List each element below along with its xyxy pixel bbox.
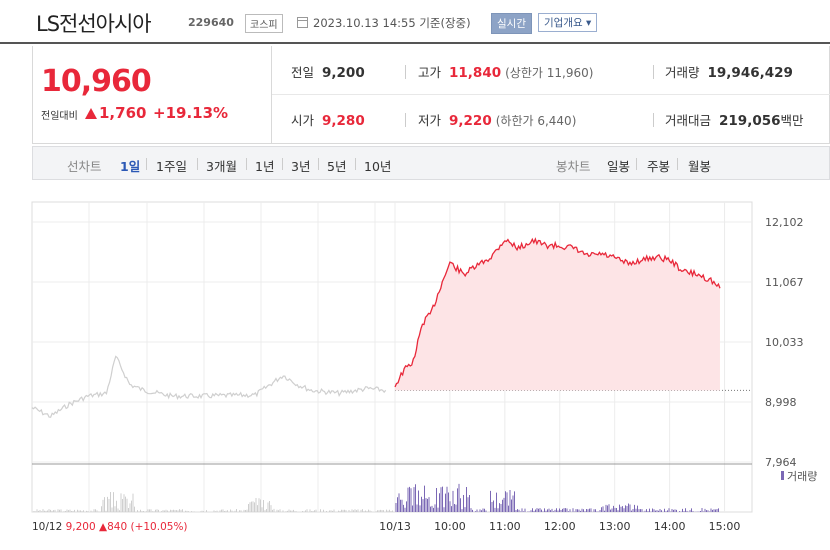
prev-day-change: 840 [107, 521, 130, 533]
today-price-area [395, 239, 720, 391]
stock-header: LS전선아시아 229640 코스피 2023.10.13 14:55 기준(장… [0, 0, 830, 44]
volume-cell: 거래량 19,946,429 [665, 62, 793, 81]
period-tab-1w[interactable]: 1주일 [156, 159, 187, 174]
period-bar: 선차트 1일 1주일 3개월 1년 3년 5년 10년 봉차트 일봉 주봉 월봉 [32, 146, 830, 180]
volume-legend-swatch [781, 471, 784, 480]
change-amount: 1,760 [99, 104, 147, 122]
period-separator [146, 158, 147, 170]
stock-code: 229640 [188, 16, 234, 29]
summary-divider [271, 46, 272, 143]
y-tick-label: 10,033 [765, 336, 804, 349]
volume-legend-label: 거래량 [787, 470, 817, 483]
prev-day-summary: 10/12 9,200 ▲840 (+10.05%) [32, 521, 188, 533]
high-value: 11,840 [449, 65, 502, 81]
low-cell: 저가 9,220 (하한가 6,440) [418, 110, 576, 129]
period-tab-10y[interactable]: 10년 [364, 159, 392, 174]
upper-limit: (상한가 11,960) [505, 66, 594, 80]
stock-name: LS전선아시아 [36, 12, 152, 36]
calendar-icon [297, 17, 308, 28]
x-tick-label: 12:00 [544, 520, 576, 533]
volume-label: 거래량 [665, 65, 700, 80]
trade-value-label: 거래대금 [665, 113, 712, 128]
market-badge: 코스피 [245, 14, 283, 33]
cell-separator [653, 113, 654, 127]
cell-separator [653, 65, 654, 79]
y-tick-label: 7,964 [765, 456, 797, 469]
trade-value-unit: 백만 [780, 113, 804, 128]
x-tick-label: 11:00 [489, 520, 521, 533]
x-tick-label: 10:00 [434, 520, 466, 533]
period-separator [246, 158, 247, 170]
y-tick-label: 12,102 [765, 216, 804, 229]
summary-row-divider [272, 94, 830, 95]
high-cell: 고가 11,840 (상한가 11,960) [418, 62, 593, 81]
period-separator [282, 158, 283, 170]
prev-day-change-pct: (+10.05%) [130, 521, 187, 533]
y-tick-label: 8,998 [765, 396, 797, 409]
datetime: 2023.10.13 14:55 [313, 16, 416, 30]
open-value: 9,280 [322, 113, 365, 129]
low-label: 저가 [418, 113, 442, 128]
period-separator [197, 158, 198, 170]
cell-separator [405, 65, 406, 79]
current-price: 10,960 [41, 64, 152, 99]
period-tab-1d[interactable]: 1일 [120, 159, 141, 174]
trade-value: 219,056 [719, 113, 781, 129]
prev-day-date: 10/12 [32, 521, 66, 533]
up-triangle-icon [85, 108, 97, 119]
candle-chart-label: 봉차트 [556, 159, 591, 174]
period-tab-1y[interactable]: 1년 [255, 159, 275, 174]
lower-limit: (하한가 6,440) [495, 114, 577, 128]
volume-value: 19,946,429 [707, 65, 793, 81]
period-separator [318, 158, 319, 170]
y-tick-label: 11,067 [765, 276, 804, 289]
x-tick-label: 10/13 [379, 520, 411, 533]
line-chart-label: 선차트 [67, 159, 102, 174]
open-label: 시가 [291, 113, 315, 128]
x-tick-label: 15:00 [709, 520, 741, 533]
period-separator [636, 158, 637, 170]
company-info-button[interactable]: 기업개요 ▾ [538, 13, 598, 32]
period-tab-3y[interactable]: 3년 [291, 159, 311, 174]
change-percent: +19.13% [153, 104, 229, 122]
candle-tab-weekly[interactable]: 주봉 [647, 159, 671, 174]
prev-day-price-line [31, 355, 387, 418]
candle-tab-monthly[interactable]: 월봉 [688, 159, 712, 174]
price-chart: 12,102 11,067 10,033 8,998 7,964 거래량 10/13 10:0… [0, 182, 830, 550]
prev-close-cell: 전일 9,200 [291, 62, 365, 81]
high-label: 고가 [418, 65, 442, 80]
period-tab-5y[interactable]: 5년 [327, 159, 347, 174]
realtime-button[interactable]: 실시간 [491, 13, 532, 34]
prev-day-close: 9,200 [66, 521, 99, 533]
cell-separator [405, 113, 406, 127]
datetime-basis: 기준(장중) [419, 16, 471, 30]
price-summary: 10,960 전일대비 1,760 +19.13% 전일 9,200 고가 11,8… [32, 46, 830, 144]
open-cell: 시가 9,280 [291, 110, 365, 129]
prev-close-value: 9,200 [322, 65, 365, 81]
datetime-text: 2023.10.13 14:55 기준(장중) [313, 15, 471, 31]
period-tab-3m[interactable]: 3개월 [206, 159, 237, 174]
x-tick-label: 13:00 [599, 520, 631, 533]
prev-close-label: 전일 [291, 65, 315, 80]
candle-tab-daily[interactable]: 일봉 [607, 159, 631, 174]
period-separator [355, 158, 356, 170]
period-separator [677, 158, 678, 170]
low-value: 9,220 [449, 113, 492, 129]
up-triangle-icon: ▲ [99, 521, 108, 533]
trade-value-cell: 거래대금 219,056백만 [665, 110, 804, 129]
x-tick-label: 14:00 [654, 520, 686, 533]
today-price-line [394, 237, 721, 388]
change-label: 전일대비 [41, 111, 78, 122]
